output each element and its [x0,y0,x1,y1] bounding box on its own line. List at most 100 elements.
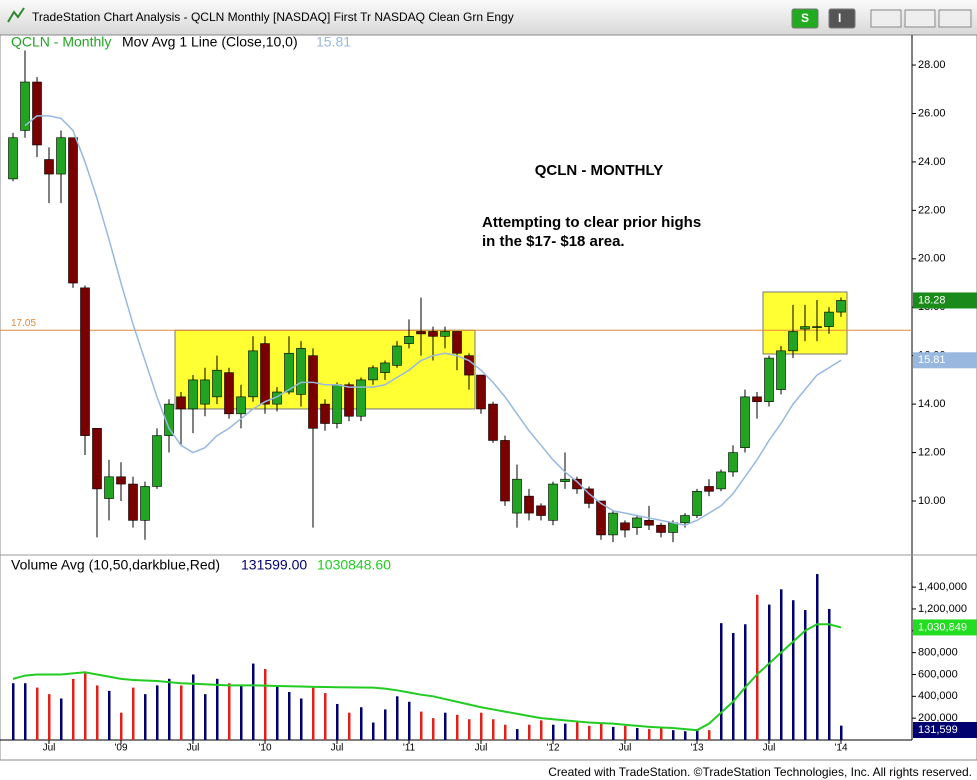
x-tick-label: '12 [546,743,559,754]
x-tick-label: Jul [187,743,200,754]
close-button[interactable] [938,9,972,28]
candle-body [176,396,186,410]
candle-body [440,331,450,337]
candle-body [404,336,414,344]
volume-bar [324,693,327,740]
volume-bar [732,632,735,740]
volume-bar [84,672,87,740]
y-tick-label: 200,000 [918,712,958,724]
candle-body [536,505,546,516]
volume-bar [228,683,231,740]
strategy-button[interactable] [791,8,819,29]
volume-bar [696,729,699,740]
volume-bar [336,703,339,740]
candle-body [68,137,78,284]
volume-readout: 131599.00 [241,557,307,573]
volume-bar [792,600,795,740]
ma-tag-label: 15.81 [918,354,946,366]
volume-bar [576,721,579,740]
symbol-label: QCLN - Monthly [11,34,111,50]
candle-body [140,486,150,521]
candle-body [308,355,318,429]
volume-bar [120,712,123,740]
indicator-button-label[interactable]: I [838,11,841,25]
volume-bar [804,610,807,740]
candle-body [392,345,402,366]
y-tick-label: 26.00 [918,107,946,119]
candle-body [752,396,762,402]
candle-body [380,362,390,373]
app-icon [7,7,25,23]
volume-bar [252,663,255,740]
volume-bar [684,731,687,740]
candle-body [104,476,114,499]
maximize-button[interactable] [904,9,936,28]
volume-bar [564,723,567,740]
candle-body [260,343,270,405]
candle-body [428,331,438,337]
chart-window [0,34,977,761]
volume-bar [372,722,375,740]
candle-body [32,81,42,146]
volume-bar [780,589,783,740]
volume-bar [72,678,75,740]
volume-bar [480,712,483,740]
volume-bar [264,669,267,740]
minimize-button[interactable] [870,9,902,28]
candle-body [224,372,234,415]
x-tick-label: Jul [43,743,56,754]
volume-bar [240,685,243,740]
candle-body [284,352,294,393]
volume-bar [204,694,207,740]
volume-bar [504,724,507,740]
candle-body [500,440,510,502]
ma-tag [913,352,977,369]
volume-bar [828,608,831,740]
volume-bar [456,714,459,740]
volume-bar [348,712,351,740]
volume-bar [432,718,435,740]
volume-bar [648,729,651,740]
candle-body [728,452,738,473]
volume-bar [156,685,159,740]
volume-bar [192,674,195,740]
volume-bar [132,687,135,740]
volume-bar [360,707,363,740]
strategy-button-label[interactable]: S [801,11,809,25]
candle-body [656,524,666,533]
volume-bar [660,726,663,740]
candle-body [680,515,690,524]
y-tick-label: 20.00 [918,253,946,265]
x-tick-label: Jul [619,743,632,754]
volume-bar [492,719,495,740]
volume-bar [216,678,219,740]
candle-body [488,403,498,441]
volume-bar [552,724,555,740]
window-title: TradeStation Chart Analysis - QCLN Month… [32,10,514,24]
candle-body [188,379,198,410]
y-tick-label: 400,000 [918,690,958,702]
indicator-button[interactable] [828,8,856,29]
volume-average [12,623,842,732]
x-tick-label: Jul [763,743,776,754]
candle-body [296,348,306,395]
candle-body [596,500,606,536]
indicator-label: Mov Avg 1 Line (Close,10,0) [122,34,298,50]
candle-body [20,81,30,131]
candle-body [620,522,630,531]
candle-body [800,326,810,330]
candle-body [716,471,726,490]
candle-body [476,374,486,410]
volume-bar [312,687,315,740]
reference-label: 17.05 [11,318,36,329]
candle-body [764,357,774,402]
candle-body [452,331,462,354]
volume-bar [624,725,627,740]
volume-bar [96,685,99,740]
candle-body [356,379,366,417]
annotation-title: QCLN - MONTHLY [535,162,664,179]
candle-body [632,517,642,528]
volume-bar [288,691,291,740]
price-tag-label: 18.28 [918,294,946,306]
x-tick-label: '14 [834,743,847,754]
